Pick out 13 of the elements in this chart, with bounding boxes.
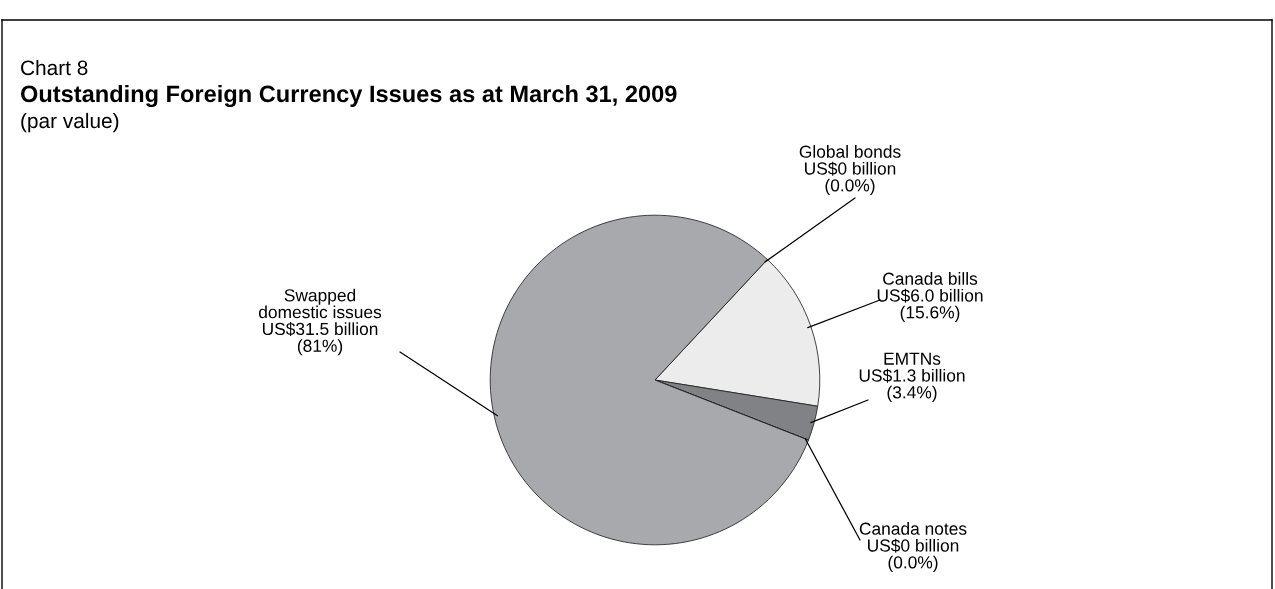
text: (par value) xyxy=(21,112,119,133)
slice-label: Swapped domestic issues xyxy=(258,288,382,319)
data-label: US$31.5 billion (81%) xyxy=(262,322,378,356)
chart-title: Outstanding Foreign Currency Issues as at March 31, 2009 xyxy=(20,84,677,107)
data-label: US$1.3 billion (3.4%) xyxy=(859,368,965,402)
slice-label: EMTNs xyxy=(884,352,941,365)
category-label: Global bonds xyxy=(799,145,901,158)
text: US$0 billion (0.0%) xyxy=(868,538,959,572)
caption: Chart 8 xyxy=(21,59,88,76)
slice-label: Canada bills xyxy=(883,272,978,285)
text: US$0 billion (0.0%) xyxy=(805,161,896,195)
data-label: US$6.0 billion (15.6%) xyxy=(877,288,983,322)
category-label: Canada notes xyxy=(859,522,967,535)
